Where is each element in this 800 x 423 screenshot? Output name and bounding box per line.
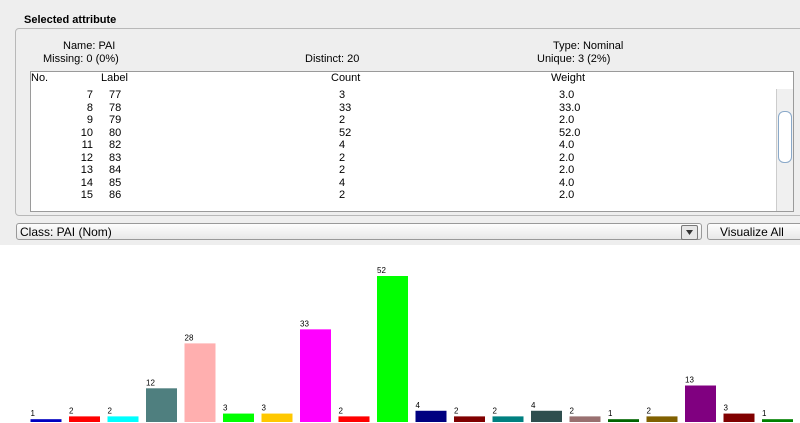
bar-label: 3 bbox=[223, 404, 228, 413]
bar-label: 1 bbox=[762, 409, 767, 418]
bar bbox=[338, 416, 370, 422]
table-cell: 52 bbox=[339, 126, 352, 139]
bar-label: 2 bbox=[493, 406, 498, 415]
table-cell: 80 bbox=[109, 126, 122, 139]
table-cell: 83 bbox=[109, 151, 122, 164]
table-cell: 10 bbox=[80, 126, 93, 139]
table-cell: 4 bbox=[339, 176, 346, 189]
bar-label: 3 bbox=[724, 404, 729, 413]
bar-label: 52 bbox=[377, 266, 386, 275]
table-cell: 84 bbox=[109, 164, 122, 176]
bar bbox=[723, 413, 755, 422]
bar bbox=[531, 410, 562, 422]
bar bbox=[608, 419, 639, 422]
bar-label: 3 bbox=[262, 404, 267, 413]
bar bbox=[646, 416, 678, 422]
bar bbox=[492, 416, 524, 422]
table-cell: 2 bbox=[339, 114, 346, 126]
table-cell: 85 bbox=[109, 176, 122, 189]
bar bbox=[454, 416, 485, 422]
table-cell: 82 bbox=[109, 139, 122, 151]
table-cell: 2.0 bbox=[559, 164, 575, 176]
attr-missing: Missing: 0 (0%) bbox=[43, 53, 119, 65]
table-cell: 78 bbox=[109, 101, 122, 114]
attr-type: Type: Nominal bbox=[553, 40, 624, 52]
attr-name: Name: PAI bbox=[63, 40, 116, 52]
table-cell: 7 bbox=[86, 89, 93, 101]
bar bbox=[415, 410, 447, 422]
bar-label: 2 bbox=[339, 406, 344, 415]
bar bbox=[184, 343, 216, 422]
bar-label: 2 bbox=[108, 406, 113, 415]
table-cell: 3.0 bbox=[559, 89, 575, 101]
bar-label: 4 bbox=[531, 401, 536, 410]
table-cell: 2 bbox=[339, 189, 346, 201]
bar-label: 13 bbox=[685, 376, 694, 385]
bar bbox=[107, 416, 139, 422]
bar-label: 1 bbox=[31, 409, 36, 418]
bar bbox=[69, 416, 100, 422]
table-cell: 3 bbox=[339, 89, 346, 101]
panel-title: Selected attribute bbox=[24, 14, 117, 26]
table-cell: 2.0 bbox=[559, 151, 575, 164]
table-cell: 79 bbox=[109, 114, 122, 126]
table-cell: 11 bbox=[81, 139, 93, 151]
bar-label: 1 bbox=[608, 409, 613, 418]
bar-label: 2 bbox=[570, 406, 575, 415]
table-cell: 52.0 bbox=[559, 126, 581, 139]
bar-label: 12 bbox=[146, 378, 155, 387]
bar bbox=[223, 413, 254, 422]
table-cell: 2.0 bbox=[559, 189, 575, 201]
table-cell: 12 bbox=[80, 151, 93, 164]
bar-label: 2 bbox=[454, 406, 459, 415]
table-cell: 2.0 bbox=[559, 114, 575, 126]
dropdown-arrow[interactable] bbox=[681, 225, 698, 240]
table-cell: 33.0 bbox=[559, 101, 581, 114]
bar bbox=[569, 416, 601, 422]
table-cell: 4 bbox=[339, 139, 346, 151]
column-header: No. bbox=[31, 72, 49, 84]
attr-distinct: Distinct: 20 bbox=[305, 53, 360, 65]
bar-label: 33 bbox=[300, 319, 309, 328]
bar bbox=[261, 413, 293, 422]
class-selector[interactable]: Class: PAI (Nom) bbox=[16, 223, 702, 240]
bar bbox=[377, 276, 408, 422]
bar bbox=[300, 329, 331, 422]
bar bbox=[146, 388, 177, 422]
table-cell: 8 bbox=[86, 101, 93, 114]
column-header: Weight bbox=[551, 72, 586, 84]
attr-unique: Unique: 3 (2%) bbox=[537, 53, 611, 65]
table-cell: 33 bbox=[339, 101, 352, 114]
table-cell: 13 bbox=[80, 164, 93, 176]
bar-label: 28 bbox=[185, 333, 194, 342]
bar bbox=[762, 419, 793, 422]
bar bbox=[685, 385, 716, 422]
bar-label: 4 bbox=[416, 401, 421, 410]
scroll-thumb[interactable] bbox=[778, 111, 792, 163]
table-cell: 4.0 bbox=[559, 176, 575, 189]
bar-label: 2 bbox=[69, 406, 74, 415]
table-cell: 86 bbox=[109, 189, 122, 201]
stats-table: No. Label Count Weight 7 77 3 3.0 8 78 33 33.0 9 79 2 2… bbox=[30, 71, 794, 212]
table-cell: 15 bbox=[80, 189, 93, 201]
table-cell: 9 bbox=[86, 114, 93, 126]
column-header: Label bbox=[101, 72, 128, 84]
column-header: Count bbox=[331, 72, 361, 84]
scrollbar[interactable] bbox=[776, 89, 793, 211]
table-cell: 2 bbox=[339, 164, 346, 176]
bar-label: 2 bbox=[647, 406, 652, 415]
table-cell: 2 bbox=[339, 151, 346, 164]
table-cell: 4.0 bbox=[559, 139, 575, 151]
table-cell: 77 bbox=[109, 89, 122, 101]
visualize-all-button[interactable]: Visualize All bbox=[707, 223, 800, 240]
bar bbox=[30, 419, 62, 422]
table-cell: 14 bbox=[80, 176, 93, 189]
